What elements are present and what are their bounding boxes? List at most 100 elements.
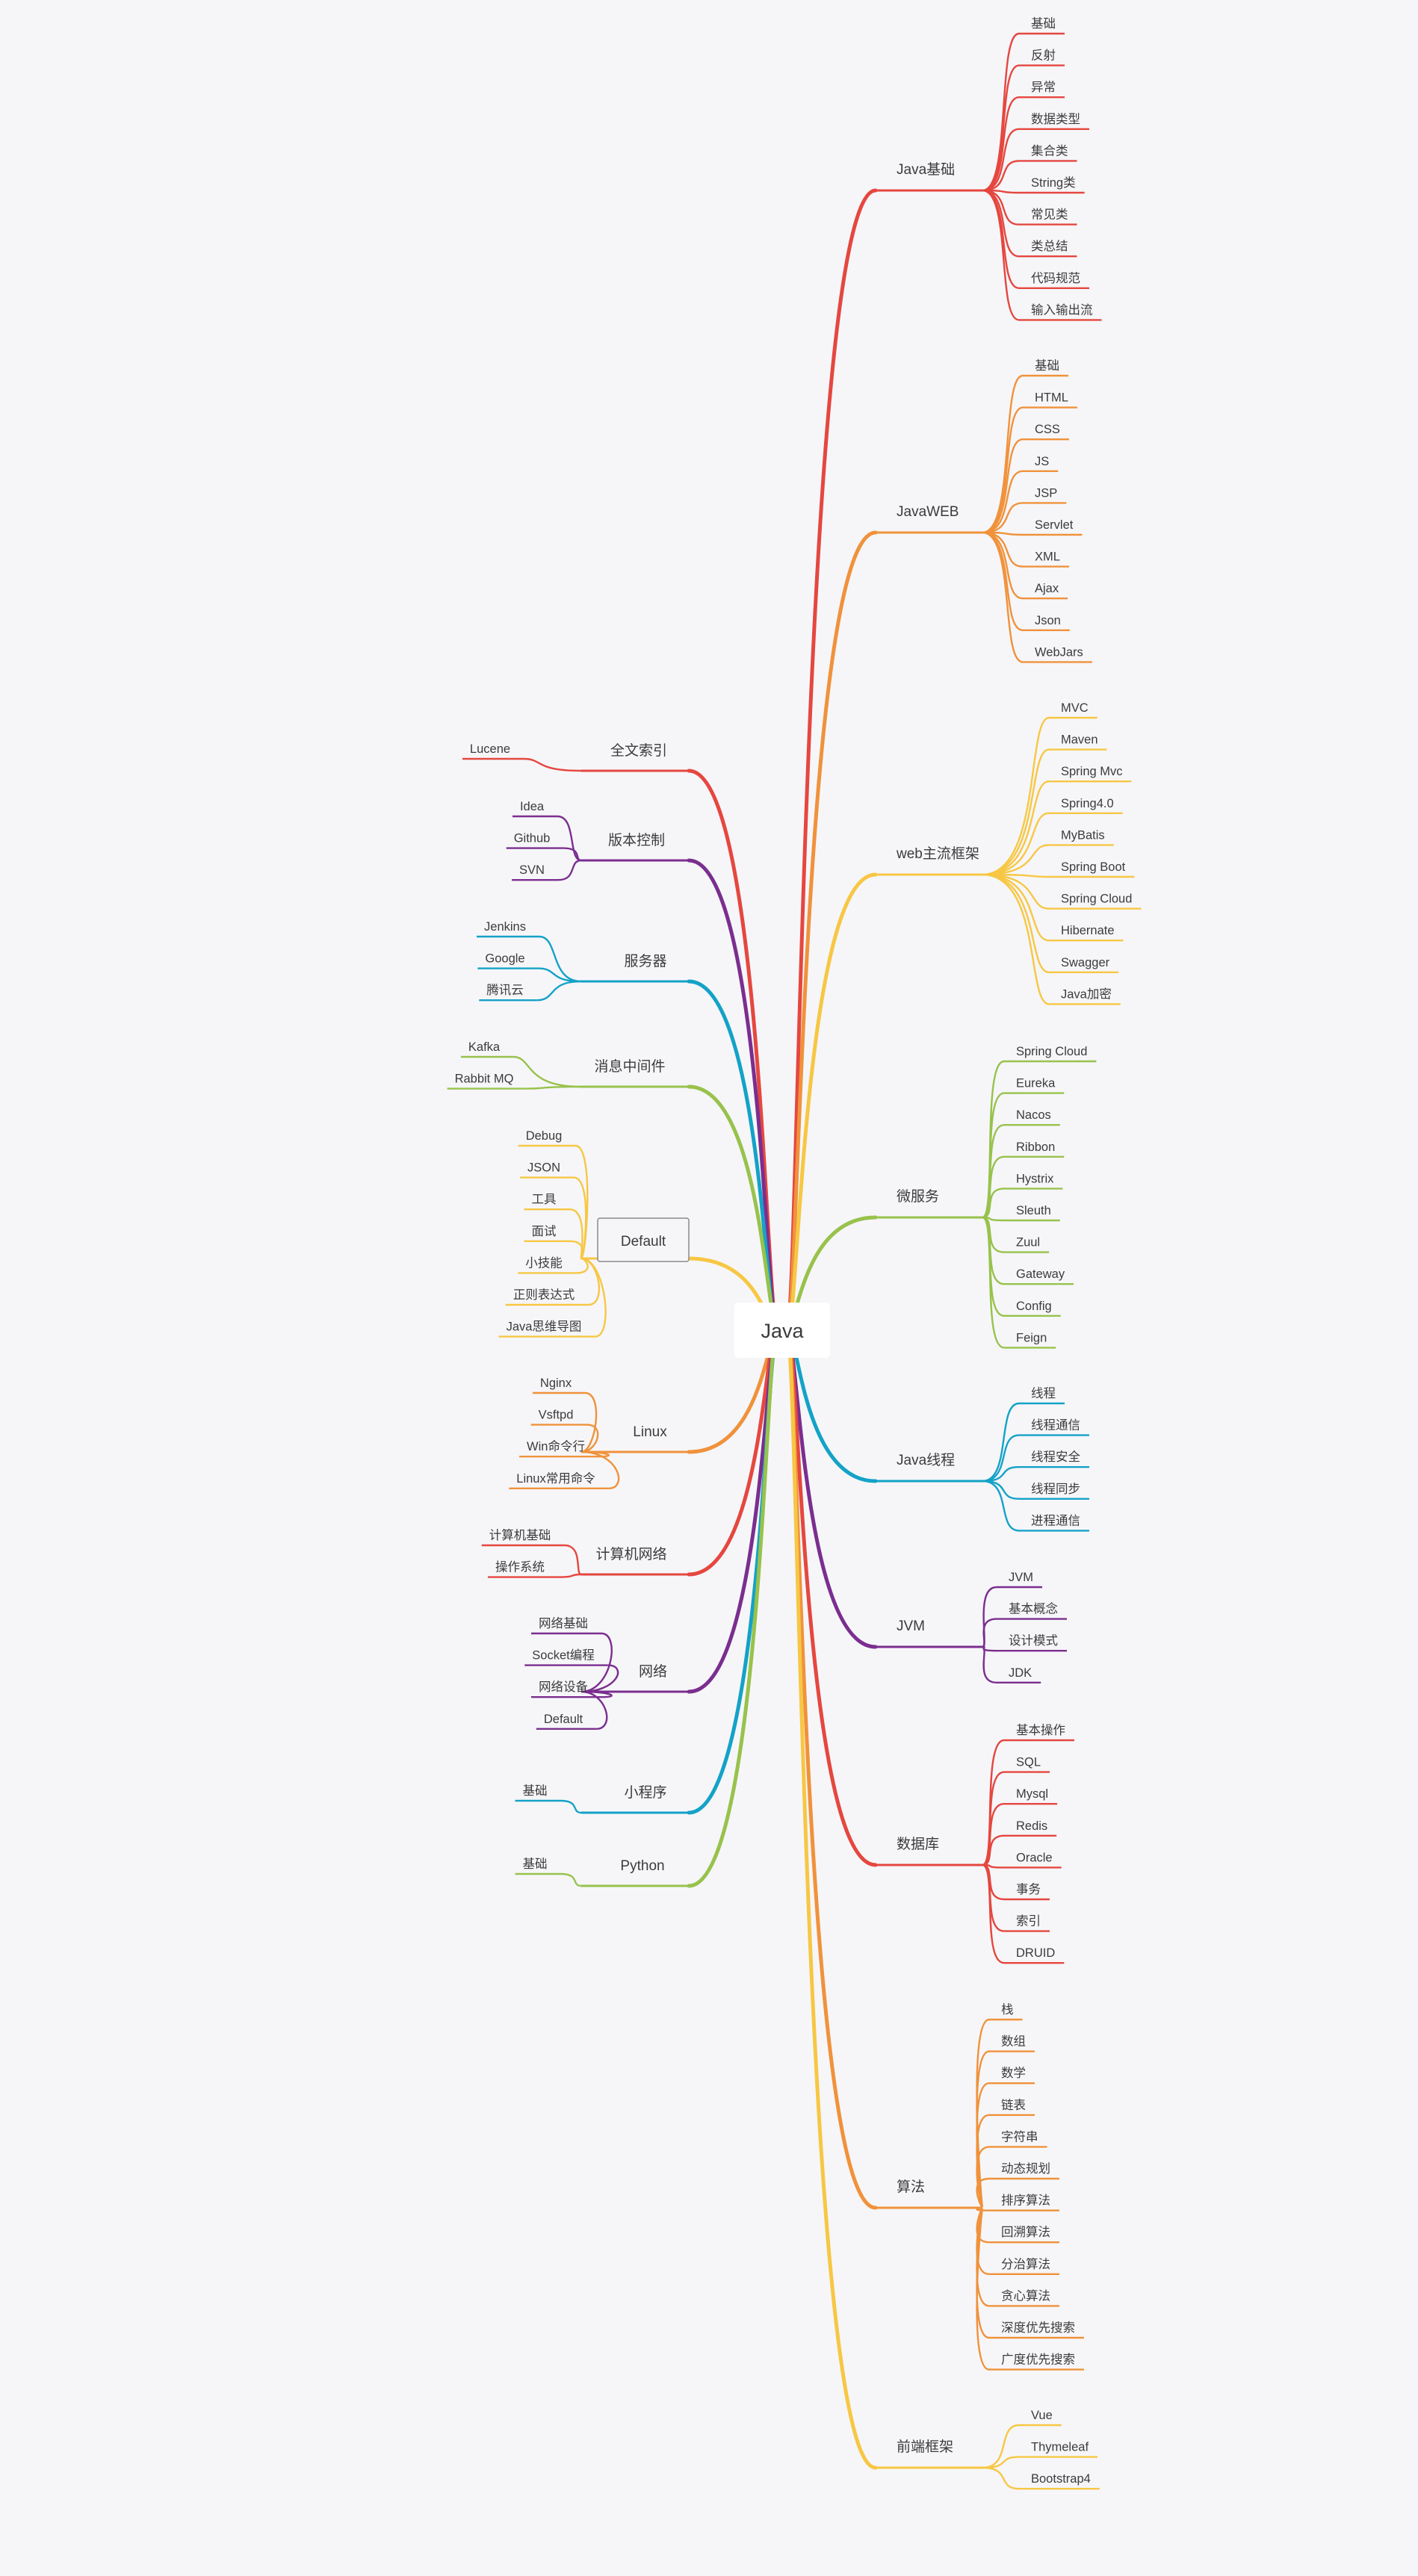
- leaf-node[interactable]: Redis: [1016, 1819, 1047, 1833]
- leaf-node[interactable]: Config: [1016, 1300, 1052, 1313]
- leaf-node[interactable]: 异常: [1031, 80, 1056, 94]
- leaf-node[interactable]: 线程同步: [1031, 1482, 1080, 1496]
- branch-node[interactable]: web主流框架: [896, 845, 979, 862]
- leaf-node[interactable]: Zuul: [1016, 1236, 1040, 1250]
- leaf-node[interactable]: 类总结: [1031, 239, 1068, 253]
- leaf-node[interactable]: Spring4.0: [1061, 797, 1114, 810]
- leaf-node[interactable]: 数组: [1001, 2035, 1026, 2049]
- leaf-node[interactable]: 栈: [1001, 2002, 1014, 2017]
- leaf-node[interactable]: Hystrix: [1016, 1172, 1054, 1185]
- leaf-node[interactable]: Spring Cloud: [1016, 1045, 1087, 1058]
- leaf-node[interactable]: 网络设备: [539, 1680, 589, 1694]
- branch-node[interactable]: JavaWEB: [897, 504, 959, 520]
- leaf-node[interactable]: 索引: [1016, 1914, 1041, 1928]
- leaf-node[interactable]: JSP: [1035, 486, 1057, 500]
- leaf-node[interactable]: CSS: [1035, 423, 1060, 436]
- leaf-node[interactable]: 数学: [1001, 2066, 1026, 2080]
- branch-node[interactable]: Python: [620, 1858, 664, 1874]
- branch-node[interactable]: 算法: [897, 2179, 925, 2195]
- leaf-node[interactable]: 计算机基础: [489, 1528, 551, 1542]
- leaf-node[interactable]: Gateway: [1016, 1267, 1065, 1281]
- leaf-node[interactable]: 基础: [1035, 359, 1059, 373]
- leaf-node[interactable]: 常见类: [1031, 208, 1068, 222]
- leaf-node[interactable]: Google: [485, 952, 524, 966]
- leaf-node[interactable]: 基础: [523, 1784, 548, 1798]
- leaf-node[interactable]: 输入输出流: [1031, 302, 1093, 317]
- leaf-node[interactable]: Spring Boot: [1061, 860, 1126, 874]
- leaf-node[interactable]: 排序算法: [1001, 2194, 1050, 2208]
- leaf-node[interactable]: Maven: [1061, 733, 1098, 747]
- leaf-node[interactable]: DRUID: [1016, 1946, 1055, 1960]
- leaf-node[interactable]: Servlet: [1035, 518, 1074, 532]
- leaf-node[interactable]: 面试: [532, 1224, 557, 1238]
- branch-node[interactable]: 全文索引: [610, 742, 667, 759]
- leaf-node[interactable]: Feign: [1016, 1331, 1047, 1344]
- leaf-node[interactable]: 线程通信: [1031, 1418, 1080, 1433]
- leaf-node[interactable]: 设计模式: [1009, 1633, 1058, 1648]
- leaf-node[interactable]: Nacos: [1016, 1108, 1051, 1122]
- leaf-node[interactable]: 贪心算法: [1001, 2288, 1050, 2303]
- leaf-node[interactable]: Java加密: [1061, 987, 1112, 1001]
- branch-node[interactable]: 数据库: [897, 1836, 939, 1852]
- branch-node[interactable]: Java基础: [897, 161, 955, 178]
- leaf-node[interactable]: JVM: [1009, 1571, 1033, 1584]
- leaf-node[interactable]: Rabbit MQ: [455, 1073, 514, 1086]
- leaf-node[interactable]: 分治算法: [1001, 2257, 1050, 2271]
- leaf-node[interactable]: Oracle: [1016, 1851, 1053, 1864]
- branch-node[interactable]: 计算机网络: [595, 1546, 666, 1562]
- leaf-node[interactable]: Ribbon: [1016, 1140, 1055, 1154]
- leaf-node[interactable]: Swagger: [1061, 956, 1110, 969]
- leaf-node[interactable]: Bootstrap4: [1031, 2472, 1091, 2486]
- leaf-node[interactable]: Socket编程: [532, 1648, 594, 1663]
- leaf-node[interactable]: 基本概念: [1009, 1601, 1058, 1616]
- leaf-node[interactable]: 工具: [532, 1193, 557, 1206]
- leaf-node[interactable]: Win命令行: [527, 1439, 585, 1453]
- leaf-node[interactable]: 事务: [1016, 1882, 1041, 1896]
- leaf-node[interactable]: Json: [1035, 614, 1061, 627]
- leaf-node[interactable]: Debug: [526, 1129, 563, 1143]
- leaf-node[interactable]: 进程通信: [1031, 1513, 1080, 1527]
- leaf-node[interactable]: Sleuth: [1016, 1204, 1051, 1217]
- branch-node[interactable]: Linux: [633, 1424, 667, 1440]
- leaf-node[interactable]: 操作系统: [495, 1560, 545, 1574]
- leaf-node[interactable]: 网络基础: [539, 1616, 588, 1630]
- leaf-node[interactable]: 线程安全: [1031, 1450, 1081, 1464]
- leaf-node[interactable]: Nginx: [540, 1377, 572, 1390]
- leaf-node[interactable]: 动态规划: [1001, 2161, 1050, 2176]
- leaf-node[interactable]: Jenkins: [484, 920, 526, 934]
- leaf-node[interactable]: Vsftpd: [539, 1409, 574, 1422]
- leaf-node[interactable]: XML: [1035, 550, 1060, 564]
- leaf-node[interactable]: 广度优先搜索: [1001, 2353, 1075, 2367]
- leaf-node[interactable]: SVN: [519, 863, 545, 877]
- leaf-node[interactable]: 基础: [523, 1857, 548, 1871]
- branch-node[interactable]: Java线程: [897, 1452, 955, 1468]
- branch-node[interactable]: 消息中间件: [594, 1058, 665, 1075]
- leaf-node[interactable]: Mysql: [1016, 1787, 1048, 1801]
- leaf-node[interactable]: SQL: [1016, 1756, 1041, 1769]
- branch-node[interactable]: 版本控制: [608, 832, 665, 848]
- leaf-node[interactable]: 腾讯云: [486, 983, 524, 997]
- leaf-node[interactable]: JS: [1035, 455, 1049, 468]
- branch-node[interactable]: 小程序: [624, 1784, 666, 1801]
- central-node[interactable]: Java: [734, 1303, 830, 1358]
- leaf-node[interactable]: 基础: [1031, 16, 1056, 31]
- leaf-node[interactable]: MyBatis: [1061, 828, 1105, 842]
- leaf-node[interactable]: 深度优先搜索: [1001, 2321, 1075, 2335]
- leaf-node[interactable]: Github: [514, 832, 551, 845]
- leaf-node[interactable]: Spring Mvc: [1061, 765, 1123, 778]
- branch-node[interactable]: JVM: [897, 1618, 925, 1634]
- leaf-node[interactable]: 线程: [1031, 1386, 1056, 1400]
- leaf-node[interactable]: Thymeleaf: [1031, 2441, 1089, 2454]
- leaf-node[interactable]: 基本操作: [1016, 1723, 1065, 1737]
- branch-node[interactable]: Default: [597, 1217, 690, 1262]
- leaf-node[interactable]: Java思维导图: [507, 1320, 582, 1334]
- leaf-node[interactable]: Spring Cloud: [1061, 893, 1132, 906]
- leaf-node[interactable]: Idea: [520, 800, 545, 813]
- leaf-node[interactable]: 集合类: [1031, 143, 1068, 158]
- leaf-node[interactable]: 链表: [1001, 2098, 1026, 2112]
- leaf-node[interactable]: Default: [544, 1713, 583, 1726]
- leaf-node[interactable]: 小技能: [525, 1256, 563, 1270]
- leaf-node[interactable]: Hibernate: [1061, 924, 1115, 937]
- leaf-node[interactable]: 反射: [1031, 49, 1056, 63]
- leaf-node[interactable]: HTML: [1035, 391, 1068, 405]
